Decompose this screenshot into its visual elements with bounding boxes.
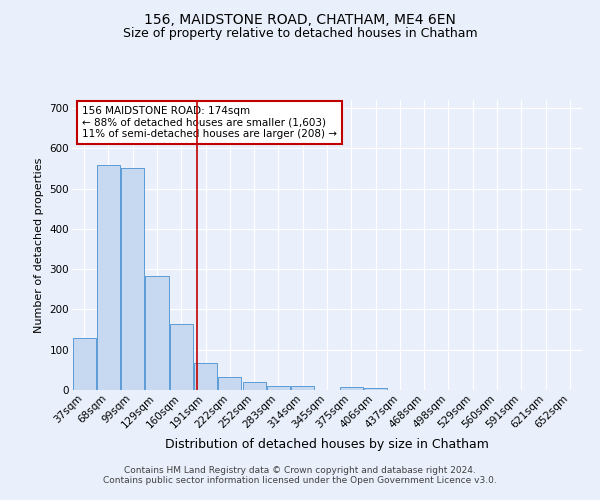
Y-axis label: Number of detached properties: Number of detached properties bbox=[34, 158, 44, 332]
Bar bbox=[291, 386, 314, 390]
Bar bbox=[267, 386, 290, 390]
Bar bbox=[170, 324, 193, 390]
Bar bbox=[242, 382, 266, 390]
Bar bbox=[364, 388, 387, 390]
Bar bbox=[145, 276, 169, 390]
Text: 156, MAIDSTONE ROAD, CHATHAM, ME4 6EN: 156, MAIDSTONE ROAD, CHATHAM, ME4 6EN bbox=[144, 12, 456, 26]
Text: 156 MAIDSTONE ROAD: 174sqm
← 88% of detached houses are smaller (1,603)
11% of s: 156 MAIDSTONE ROAD: 174sqm ← 88% of deta… bbox=[82, 106, 337, 139]
Text: Contains HM Land Registry data © Crown copyright and database right 2024.
Contai: Contains HM Land Registry data © Crown c… bbox=[103, 466, 497, 485]
Bar bbox=[218, 376, 241, 390]
Text: Size of property relative to detached houses in Chatham: Size of property relative to detached ho… bbox=[122, 28, 478, 40]
X-axis label: Distribution of detached houses by size in Chatham: Distribution of detached houses by size … bbox=[165, 438, 489, 451]
Bar bbox=[194, 362, 217, 390]
Bar bbox=[340, 387, 363, 390]
Bar bbox=[97, 165, 120, 390]
Bar bbox=[73, 338, 95, 390]
Bar bbox=[121, 168, 144, 390]
